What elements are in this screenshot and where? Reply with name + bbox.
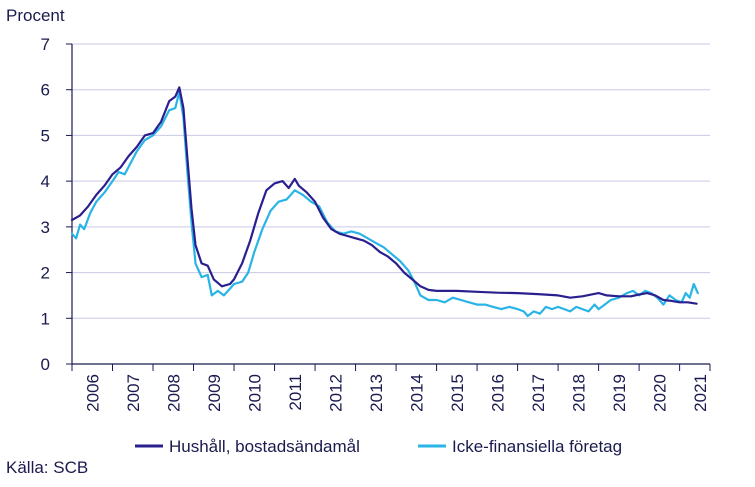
x-tick-label: 2006 xyxy=(83,374,102,412)
legend-label: Icke-finansiella företag xyxy=(452,437,622,456)
x-tick-label: 2010 xyxy=(245,374,264,412)
y-tick-label: 2 xyxy=(41,264,50,283)
x-tick-label: 2009 xyxy=(205,374,224,412)
x-tick-label: 2015 xyxy=(448,374,467,412)
y-tick-label: 5 xyxy=(41,126,50,145)
y-axis-ticks: 0 1 2 3 4 5 6 7 xyxy=(41,35,72,374)
x-tick-label: 2021 xyxy=(691,374,710,412)
x-tick-label: 2011 xyxy=(286,374,305,411)
x-tick-label: 2016 xyxy=(488,374,507,412)
y-tick-label: 6 xyxy=(41,81,50,100)
x-tick-label: 2018 xyxy=(569,374,588,412)
y-tick-label: 1 xyxy=(41,309,50,328)
x-tick-label: 2019 xyxy=(610,374,629,412)
series-lines xyxy=(70,86,699,318)
y-tick-label: 0 xyxy=(41,355,50,374)
legend: Hushåll, bostadsändamål Icke-finansiella … xyxy=(135,437,622,456)
source-note: Källa: SCB xyxy=(6,458,89,477)
gridlines xyxy=(72,43,710,319)
x-tick-label: 2013 xyxy=(367,374,386,412)
x-tick-label: 2017 xyxy=(529,374,548,412)
x-tick-label: 2007 xyxy=(124,374,143,412)
y-tick-label: 3 xyxy=(41,218,50,237)
legend-label: Hushåll, bostadsändamål xyxy=(169,437,360,456)
x-tick-label: 2020 xyxy=(650,374,669,412)
y-tick-label: 7 xyxy=(41,35,50,54)
x-axis: 2006 2007 2008 2009 2010 2011 2012 2013 2014 2015… xyxy=(71,44,711,412)
y-tick-label: 4 xyxy=(41,172,50,191)
series-line-0 xyxy=(70,86,698,305)
x-tick-label: 2012 xyxy=(326,374,345,412)
x-tick-label: 2014 xyxy=(407,374,426,412)
x-tick-label: 2008 xyxy=(164,374,183,412)
series-line-1 xyxy=(70,90,699,318)
y-axis-label: Procent xyxy=(6,6,65,25)
